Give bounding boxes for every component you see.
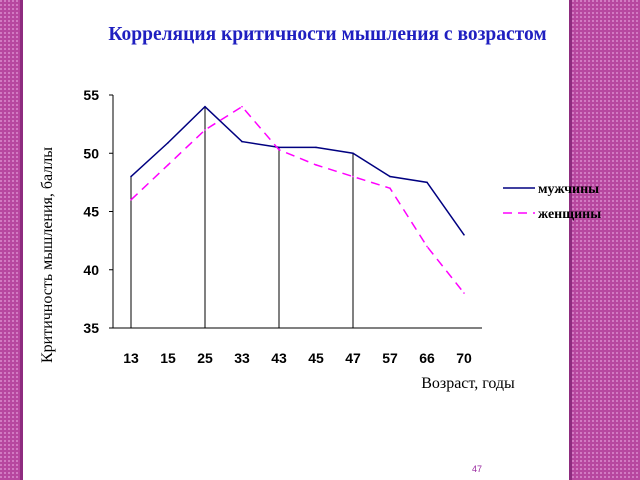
data-point (389, 175, 391, 178)
x-tick-label: 13 (123, 350, 139, 366)
y-tick-label: 50 (83, 145, 99, 161)
data-point (315, 164, 317, 166)
data-point (241, 105, 243, 108)
x-tick-label: 70 (456, 350, 472, 366)
data-point (352, 152, 354, 155)
y-tick-label: 55 (83, 87, 99, 103)
frame-right-band (572, 0, 640, 480)
frame-left-edge (20, 0, 23, 480)
y-axis-title: Критичность мышления, баллы (39, 147, 56, 363)
x-tick-label: 33 (234, 350, 250, 366)
legend-label: женщины (538, 207, 601, 222)
x-tick-label: 43 (271, 350, 287, 366)
page-number: 47 (471, 464, 482, 474)
x-tick-label: 57 (382, 350, 398, 366)
x-tick-label: 15 (160, 350, 176, 366)
x-axis-title: Возраст, годы (421, 375, 515, 392)
x-tick-label: 25 (197, 350, 213, 366)
data-point (204, 105, 206, 108)
data-point (278, 148, 280, 151)
y-tick-label: 35 (83, 320, 99, 336)
data-point (389, 187, 391, 189)
data-point (130, 199, 132, 201)
data-point (167, 164, 169, 166)
data-point (352, 175, 354, 178)
x-tick-label: 47 (345, 350, 361, 366)
y-tick-label: 45 (83, 204, 99, 220)
series-line-women (130, 105, 465, 294)
series-line-men (130, 105, 465, 236)
chart-axes: 35 40 45 50 55 13 15 25 33 43 45 47 57 66 70 (83, 87, 482, 366)
legend-label: мужчины (538, 182, 599, 197)
data-point (278, 146, 280, 149)
slide-title: Корреляция критичности мышления с возрас… (108, 24, 547, 45)
data-point (315, 146, 317, 149)
frame-left-band (0, 0, 20, 480)
chart-vertical-lines (130, 106, 354, 328)
chart-legend: мужчины женщины (503, 182, 601, 222)
data-point (426, 181, 428, 184)
x-tick-label: 66 (419, 350, 435, 366)
data-point (463, 234, 465, 236)
chart-series (130, 105, 465, 294)
y-tick-label: 40 (83, 262, 99, 278)
data-point (204, 129, 206, 131)
data-point (167, 141, 169, 144)
data-point (426, 245, 428, 248)
data-point (463, 292, 465, 294)
data-point (241, 140, 243, 143)
frame-right-edge (569, 0, 572, 480)
x-tick-label: 45 (308, 350, 324, 366)
data-point (130, 175, 132, 178)
